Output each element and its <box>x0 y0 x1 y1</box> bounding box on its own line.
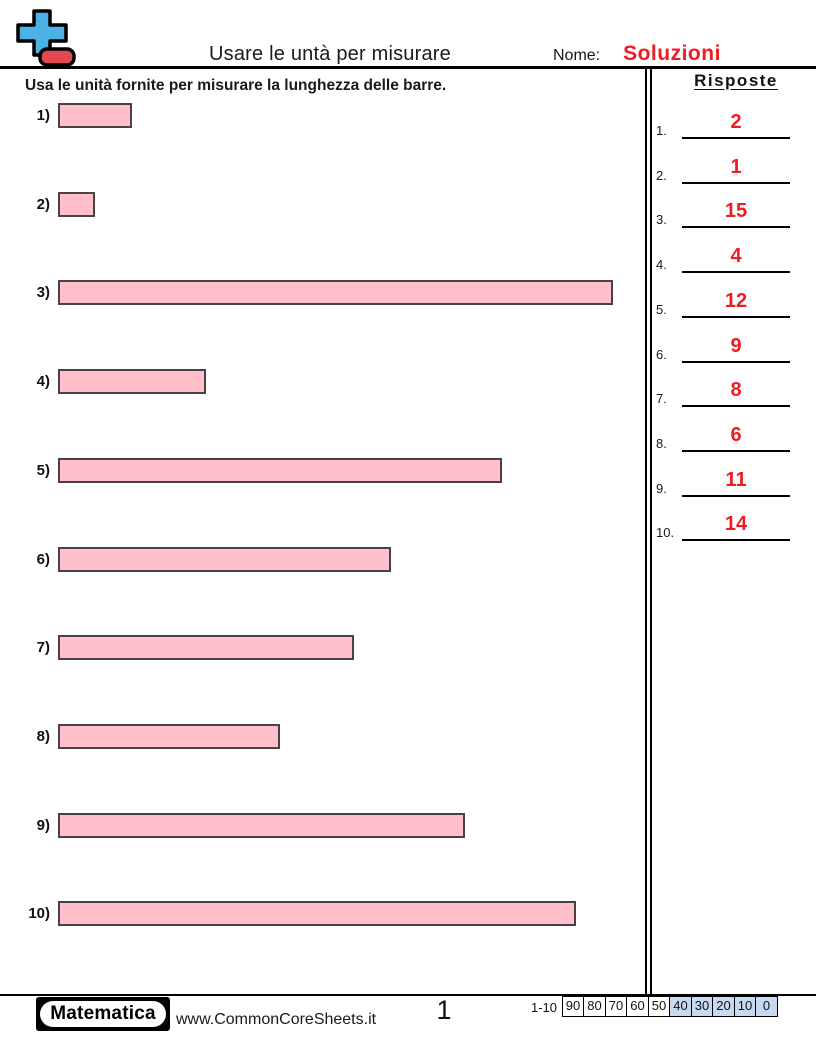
answer-line: 12 <box>682 286 790 318</box>
answer-line: 14 <box>682 509 790 541</box>
answer-number: 7. <box>656 391 667 406</box>
bar-number-label: 7) <box>36 639 50 656</box>
answer-number: 3. <box>656 212 667 227</box>
answer-number: 10. <box>656 525 675 540</box>
bar-number-label: 9) <box>36 817 50 834</box>
measure-bar <box>58 369 206 394</box>
grade-cell: 60 <box>626 996 649 1017</box>
answer-row: 1. 2 <box>650 107 796 139</box>
answer-row: 8. 6 <box>650 420 796 452</box>
instructions-text: Usa le unità fornite per misurare la lun… <box>25 77 447 94</box>
answer-row: 7. 8 <box>650 375 796 407</box>
solutions-label: Soluzioni <box>623 42 721 65</box>
answer-row: 9. 11 <box>650 465 796 497</box>
answer-value: 14 <box>724 513 748 535</box>
grade-range-label: 1-10 <box>531 1000 558 1015</box>
grade-cell: 30 <box>690 996 714 1017</box>
answer-number: 6. <box>656 347 667 362</box>
answer-value: 4 <box>730 245 742 267</box>
grade-cell: 40 <box>669 996 692 1017</box>
answer-line: 8 <box>682 375 790 407</box>
matematica-logo: Matematica <box>36 997 170 1031</box>
answer-row: 6. 9 <box>650 331 796 363</box>
footer-divider <box>0 994 816 996</box>
bar-number-label: 5) <box>36 462 50 479</box>
answer-line: 4 <box>682 241 790 273</box>
answer-value: 9 <box>730 335 742 357</box>
answer-row: 2. 1 <box>650 152 796 184</box>
bar-number-label: 1) <box>36 107 50 124</box>
answer-line: 1 <box>682 152 790 184</box>
answer-value: 8 <box>730 379 742 401</box>
bar-number-label: 10) <box>28 905 50 922</box>
answer-line: 11 <box>682 465 790 497</box>
grade-cell: 10 <box>733 996 757 1017</box>
answer-line: 2 <box>682 107 790 139</box>
answer-value: 11 <box>725 469 747 491</box>
measure-bar <box>58 547 391 572</box>
answers-column-divider <box>645 67 652 994</box>
answer-value: 15 <box>724 200 748 222</box>
name-label: Nome: <box>553 47 601 64</box>
answer-line: 9 <box>682 331 790 363</box>
grade-cell: 0 <box>755 996 778 1017</box>
bar-number-label: 2) <box>36 196 50 213</box>
grade-cell: 80 <box>583 996 606 1017</box>
measure-bar <box>58 103 132 128</box>
answer-row: 4. 4 <box>650 241 796 273</box>
plus-minus-logo-icon <box>14 9 78 69</box>
measure-bar <box>58 813 465 838</box>
bar-number-label: 3) <box>36 284 50 301</box>
grading-scale-table: 90 80 70 60 50 40 30 20 10 0 <box>561 996 778 1017</box>
website-url: www.CommonCoreSheets.it <box>176 1011 377 1028</box>
page-number: 1 <box>436 995 452 1025</box>
answer-value: 1 <box>730 156 742 178</box>
measure-bar <box>58 724 280 749</box>
measure-bar <box>58 901 576 926</box>
grade-cell: 70 <box>604 996 628 1017</box>
answer-number: 1. <box>656 123 667 138</box>
bar-number-label: 4) <box>36 373 50 390</box>
matematica-logo-label: Matematica <box>40 1001 166 1027</box>
answer-row: 10. 14 <box>650 509 796 541</box>
bar-number-label: 6) <box>36 551 50 568</box>
answer-number: 8. <box>656 436 667 451</box>
answer-value: 2 <box>730 111 742 133</box>
measure-bar <box>58 280 613 305</box>
grade-cell: 20 <box>712 996 735 1017</box>
answer-row: 5. 12 <box>650 286 796 318</box>
measure-bar <box>58 635 354 660</box>
answer-value: 12 <box>724 290 748 312</box>
header-divider <box>0 66 816 69</box>
answer-line: 15 <box>682 196 790 228</box>
grade-cell: 90 <box>561 996 585 1017</box>
answer-number: 9. <box>656 481 667 496</box>
measure-bar <box>58 192 95 217</box>
grade-cell: 50 <box>647 996 671 1017</box>
answer-line: 6 <box>682 420 790 452</box>
bar-number-label: 8) <box>36 728 50 745</box>
answer-number: 2. <box>656 168 667 183</box>
answer-row: 3. 15 <box>650 196 796 228</box>
measure-bar <box>58 458 502 483</box>
page-title: Usare le untà per misurare <box>209 43 451 65</box>
answers-title: Risposte <box>694 71 778 90</box>
answer-value: 6 <box>730 424 742 446</box>
answer-number: 4. <box>656 257 667 272</box>
answer-number: 5. <box>656 302 667 317</box>
